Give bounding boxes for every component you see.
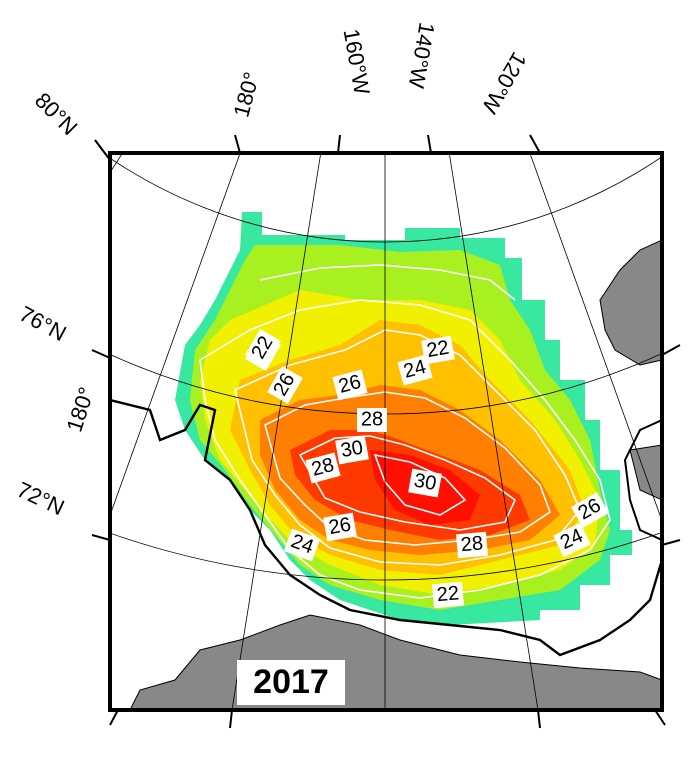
lon-label: 120°W (477, 48, 532, 118)
frame-ticks (91, 134, 681, 729)
lat-label: 76°N (15, 301, 70, 346)
contour-label-text: 30 (339, 437, 365, 463)
lat-label: 80°N (30, 88, 82, 140)
contour-label: 26 (323, 512, 357, 542)
contour-label-text: 22 (436, 582, 460, 606)
field (175, 212, 632, 625)
contour-label-bg (456, 531, 488, 559)
contour-label-bg (305, 452, 341, 484)
lon-label: 180° (228, 69, 264, 119)
contour-label-bg (408, 468, 442, 498)
contour-label-bg (245, 329, 281, 367)
contour-label: 26 (332, 369, 368, 401)
contour-label-bg (571, 492, 609, 528)
contour-label: 30 (408, 468, 442, 498)
contour-label-bg (267, 366, 303, 404)
coastline (623, 419, 662, 541)
contour-label: 22 (421, 335, 455, 365)
contour-label: 24 (397, 354, 433, 386)
contour-label-text: 22 (425, 337, 451, 363)
frame (108, 151, 664, 712)
contour-label-bg (323, 512, 357, 542)
lon-label: 140°W (404, 20, 440, 90)
contour-label-bg (332, 369, 368, 401)
contour-label-bg (553, 522, 591, 558)
contour-label-text: 28 (460, 532, 484, 556)
contour-label: 28 (357, 408, 387, 432)
contour-label-bg (432, 581, 464, 609)
contour-label-bg (357, 408, 387, 432)
lon-label: 180° (61, 384, 99, 435)
contour-label-text: 28 (361, 408, 383, 430)
contour-label-text: 30 (412, 470, 438, 496)
map-body (110, 153, 662, 710)
contour-label: 24 (283, 528, 321, 562)
lon-label: 160°W (339, 27, 375, 97)
contour-label-bg (397, 354, 433, 386)
coastline (110, 398, 662, 657)
year-label: 2017 (253, 663, 329, 701)
contour-label-bg (283, 528, 321, 562)
lat-label: 72°N (13, 477, 68, 520)
contour-label: 22 (432, 581, 464, 609)
contour-label: 28 (456, 531, 488, 559)
contour-labels: 24222224262628302830262624282422 (245, 329, 609, 609)
year-box (237, 660, 345, 705)
contour-label: 30 (335, 435, 369, 465)
contour-label: 28 (305, 452, 341, 484)
contour-label-text: 26 (327, 514, 353, 540)
contour-label-bg (335, 435, 369, 465)
contour-label-bg (421, 335, 455, 365)
